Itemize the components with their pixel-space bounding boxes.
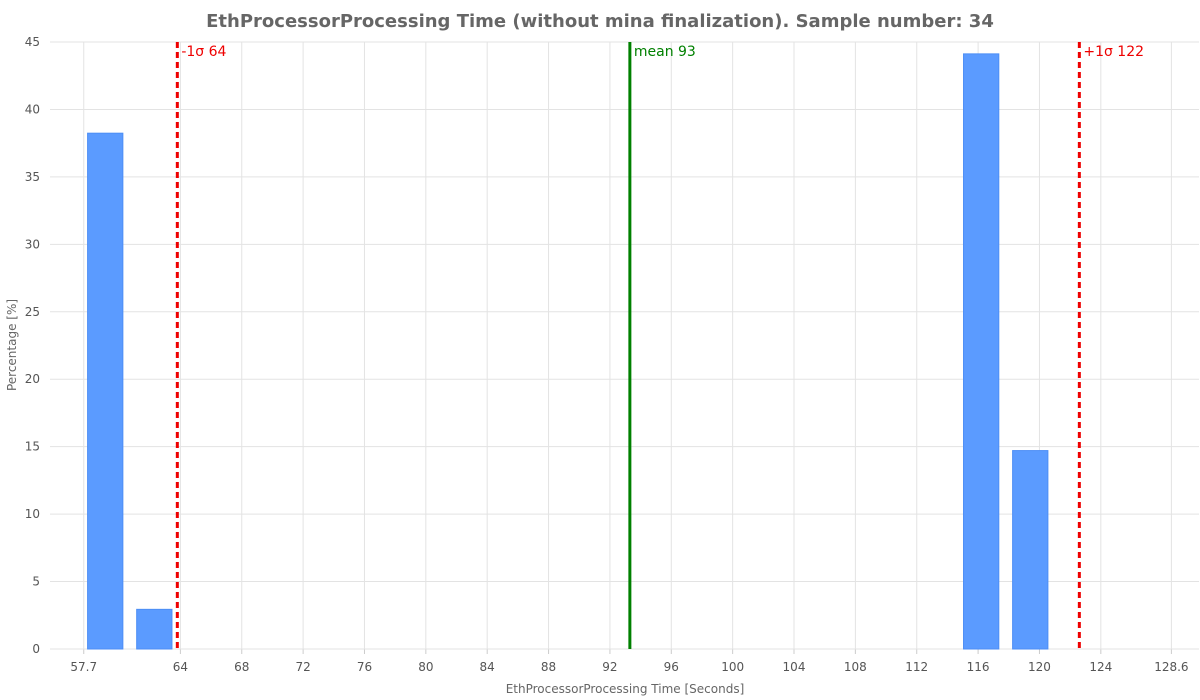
x-tick-label: 108 [844, 660, 867, 674]
x-tick-label: 57.7 [70, 660, 97, 674]
x-tick-label: 80 [418, 660, 433, 674]
mean-label: mean 93 [634, 44, 696, 60]
y-tick-label: 35 [25, 170, 40, 184]
x-tick-label: 92 [602, 660, 617, 674]
bars [87, 53, 1049, 650]
x-tick-label: 112 [905, 660, 928, 674]
y-axis-label: Percentage [%] [5, 299, 19, 391]
x-axis-label: EthProcessorProcessing Time [Seconds] [506, 682, 745, 696]
y-tick-label: 15 [25, 440, 40, 454]
y-tick-label: 0 [32, 642, 40, 656]
x-tick-label: 96 [664, 660, 679, 674]
sigma-label: +1σ 122 [1083, 44, 1144, 60]
y-tick-label: 40 [25, 102, 40, 116]
x-tick-label: 116 [967, 660, 990, 674]
y-tick-label: 45 [25, 35, 40, 49]
y-tick-labels: 0 5 10 15 20 25 30 35 40 45 [25, 35, 40, 656]
histogram-bar [963, 53, 1000, 650]
x-tick-label: 124 [1089, 660, 1112, 674]
x-tick-label: 64 [173, 660, 188, 674]
x-tick-labels: 57.7 64 68 72 76 80 84 88 92 96 100 104 108 112 116 120… [70, 660, 1188, 674]
histogram-bar [136, 608, 173, 650]
y-tick-label: 30 [25, 237, 40, 251]
y-tick-label: 20 [25, 372, 40, 386]
x-tick-label: 100 [721, 660, 744, 674]
y-tick-label: 25 [25, 305, 40, 319]
histogram-bar [87, 132, 124, 650]
x-tick-label: 76 [357, 660, 372, 674]
x-tick-label: 120 [1028, 660, 1051, 674]
x-tick-label: 128.6 [1154, 660, 1188, 674]
y-tick-label: 10 [25, 507, 40, 521]
x-tick-label: 88 [541, 660, 556, 674]
x-tick-label: 104 [783, 660, 806, 674]
y-tick-label: 5 [32, 575, 40, 589]
reference-lines: -1σ 64 mean 93 +1σ 122 [175, 42, 1144, 649]
x-tick-label: 68 [234, 660, 249, 674]
sigma-label: -1σ 64 [181, 44, 226, 60]
x-tick-label: 72 [295, 660, 310, 674]
chart-title: EthProcessorProcessing Time (without min… [206, 11, 994, 32]
histogram-bar [1012, 450, 1049, 650]
x-tick-label: 84 [480, 660, 495, 674]
